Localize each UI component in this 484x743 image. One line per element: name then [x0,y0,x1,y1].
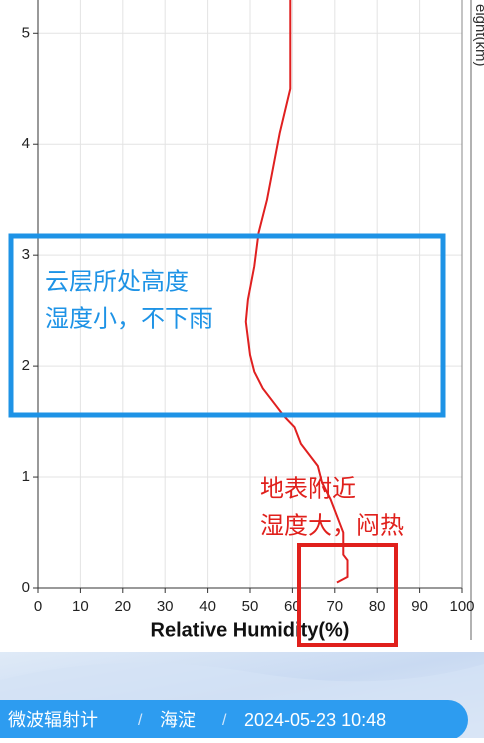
y-tick-label: 4 [22,135,30,152]
footer-item: 微波辐射计 [8,710,98,730]
x-tick-label: 20 [114,598,131,615]
x-tick-label: 90 [411,598,428,615]
annotation-text: 湿度大，闷热 [260,512,404,539]
footer-separator: / [222,712,227,729]
annotation-box [297,543,398,647]
annotation-text: 云层所处高度 [45,268,189,295]
data-line [244,0,349,584]
x-tick-label: 40 [199,598,216,615]
x-tick-label: 0 [34,598,42,615]
footer-item: 海淀 [160,710,196,730]
x-tick-label: 60 [284,598,301,615]
x-tick-label: 10 [72,598,89,615]
plot: 0 10 20 30 40 50 60 70 80 90 100 0 1 2 3 4 5 Relative Hum… [8,0,484,647]
footer-text: 微波辐射计 海淀 2024-05-23 10:48 / / [8,710,386,730]
y-tick-label: 3 [22,246,30,263]
x-axis-title: Relative Humidity(%) [151,619,350,641]
annotation-text: 湿度小，不下雨 [45,305,213,332]
footer-bar [0,700,468,740]
annotation-text: 地表附近 [260,475,356,502]
x-tick-label: 80 [369,598,386,615]
y-tick-label: 1 [22,468,30,485]
x-tick-label: 30 [157,598,174,615]
footer-item: 2024-05-23 10:48 [244,710,386,730]
y-tick-label: 2 [22,357,30,374]
y-tick-label: 0 [22,579,30,596]
annotation-box [8,233,446,418]
footer-separator: / [138,712,143,729]
x-tick-label: 70 [326,598,343,615]
y-tick-label: 5 [22,24,30,41]
y-axis-title: eight(km) [472,4,484,67]
x-tick-label: 100 [449,598,474,615]
x-tick-label: 50 [242,598,259,615]
